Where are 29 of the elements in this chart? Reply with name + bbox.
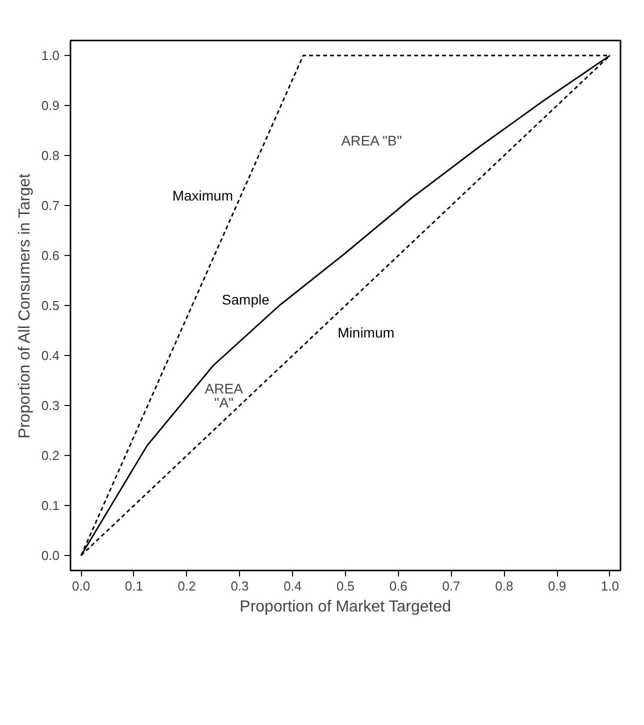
x-tick-label: 0.7 bbox=[442, 578, 460, 594]
y-tick-label: 0.3 bbox=[41, 398, 60, 413]
series-label: Minimum bbox=[338, 324, 394, 340]
x-tick-label: 0.0 bbox=[72, 578, 90, 594]
y-tick-label: 0.6 bbox=[41, 248, 60, 263]
y-tick-label: 0.5 bbox=[41, 298, 60, 313]
x-tick-label: 1.0 bbox=[600, 578, 619, 594]
x-tick-label: 0.4 bbox=[284, 578, 302, 594]
y-tick-label: 0.8 bbox=[41, 148, 60, 163]
series-label: Sample bbox=[222, 292, 270, 308]
x-tick-label: 0.9 bbox=[548, 578, 566, 594]
y-tick-label: 1.0 bbox=[41, 48, 60, 63]
x-tick-label: 0.8 bbox=[495, 578, 514, 594]
y-tick-label: 0.2 bbox=[41, 448, 60, 463]
y-tick-label: 0.0 bbox=[41, 548, 60, 563]
x-tick-label: 0.5 bbox=[336, 578, 355, 594]
x-tick-label: 0.1 bbox=[124, 578, 144, 594]
y-tick-label: 0.9 bbox=[41, 98, 60, 113]
y-axis-title: Proportion of All Consumers in Target bbox=[16, 173, 34, 438]
annotation: AREA "A" bbox=[204, 380, 244, 411]
y-tick-label: 0.4 bbox=[41, 348, 60, 363]
x-tick-label: 0.2 bbox=[178, 578, 196, 594]
x-tick-label: 0.6 bbox=[389, 578, 408, 594]
x-axis-title: Proportion of Market Targeted bbox=[240, 598, 452, 616]
series-label: Maximum bbox=[172, 188, 234, 204]
y-tick-label: 0.1 bbox=[41, 498, 60, 513]
annotation: AREA "B" bbox=[341, 132, 402, 148]
y-tick-label: 0.7 bbox=[41, 198, 60, 213]
x-tick-label: 0.3 bbox=[230, 578, 249, 594]
